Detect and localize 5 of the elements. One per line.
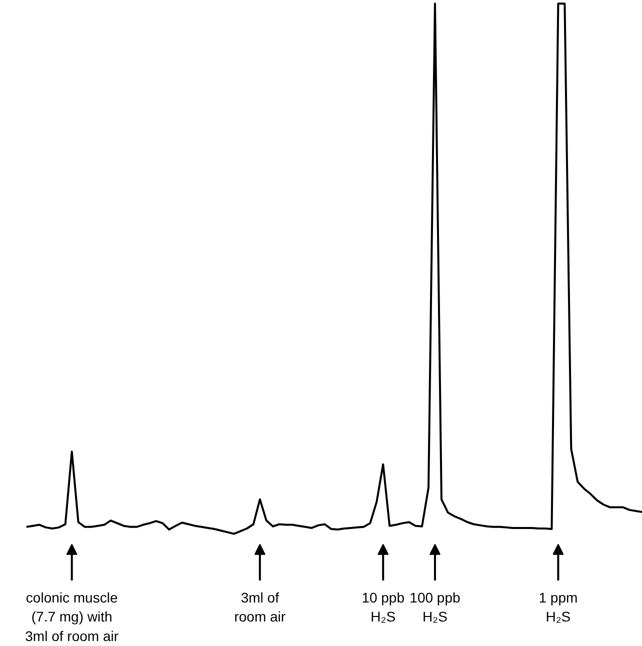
x-tick-label: 3ml of room air	[234, 590, 286, 625]
x-tick-label: 1 ppm H₂S	[538, 590, 578, 625]
x-tick-label: colonic muscle (7.7 mg) with 3ml of room air	[25, 590, 119, 644]
x-tick-label: 10 ppb H₂S	[362, 590, 405, 625]
x-tick-label: 100 ppb H₂S	[410, 590, 460, 625]
